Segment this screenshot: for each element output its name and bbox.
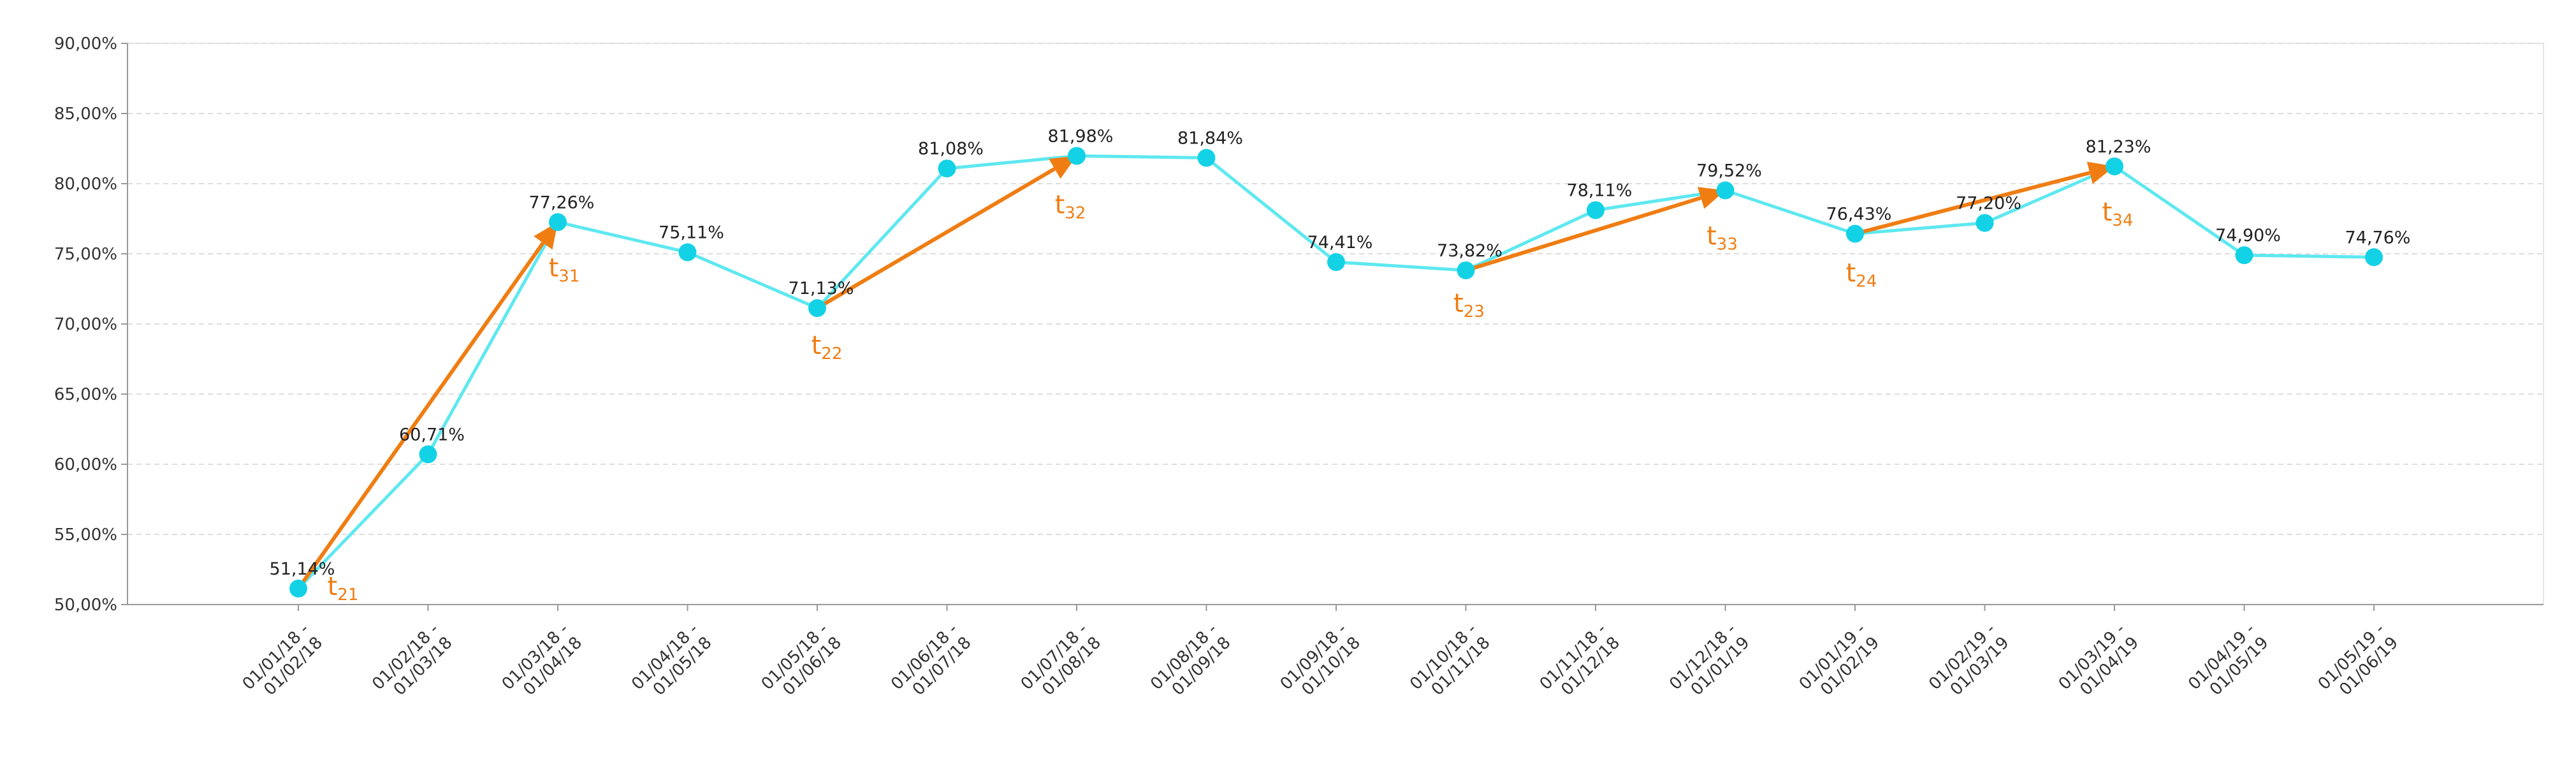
data-label: 51,14% [270, 559, 335, 579]
y-tick-label: 70,00% [54, 315, 117, 334]
trend-arrow-line [1465, 196, 1702, 272]
data-label: 77,20% [1956, 194, 2021, 214]
data-point [1457, 261, 1475, 279]
y-tick-label: 65,00% [54, 385, 117, 404]
annotation-label-sub: 24 [1856, 272, 1877, 291]
data-label: 71,13% [789, 279, 854, 298]
x-tick-label: 01/06/18 -01/07/18 [887, 620, 975, 707]
annotation-label-main: t [549, 253, 559, 283]
data-label: 78,11% [1567, 181, 1633, 201]
x-tick-label: 01/09/18 -01/10/18 [1277, 620, 1364, 707]
x-tick-label: 01/03/18 -01/04/18 [498, 620, 586, 707]
annotation-label-main: t [2102, 198, 2113, 227]
data-point [549, 213, 567, 231]
annotation-label: t34 [2102, 198, 2134, 230]
x-tick-label: 01/04/18 -01/05/18 [628, 620, 715, 707]
y-tick-label: 75,00% [54, 245, 117, 264]
x-tick-label: 01/01/18 -01/02/18 [239, 620, 326, 707]
annotation-label-sub: 23 [1464, 302, 1485, 321]
annotation-label-sub: 22 [821, 344, 842, 363]
annotation-label-main: t [1055, 190, 1065, 219]
annotation-label-sub: 31 [558, 267, 579, 286]
annotation-label-sub: 32 [1065, 203, 1086, 223]
annotation-label: t31 [549, 253, 580, 286]
annotation-label-main: t [1453, 289, 1464, 318]
data-point [1197, 149, 1216, 167]
data-label: 81,08% [918, 139, 984, 159]
series-markers [289, 147, 2383, 598]
data-label: 79,52% [1696, 161, 1762, 181]
y-tick-label: 85,00% [54, 105, 117, 124]
x-tick-label: 01/05/19 -01/06/19 [2315, 620, 2402, 707]
y-tick-label: 90,00% [54, 34, 117, 54]
x-tick-label: 01/03/19 -01/04/19 [2055, 620, 2143, 707]
x-axis-ticks: 01/01/18 -01/02/18 01/02/18 -01/03/18 01/0… [239, 605, 2402, 707]
data-point [2106, 157, 2123, 175]
trend-arrow-line [816, 167, 1056, 310]
annotation-label-sub: 21 [337, 585, 358, 605]
data-point [1716, 181, 1735, 200]
y-tick-label: 50,00% [54, 596, 117, 615]
data-point [678, 243, 697, 261]
data-label: 73,82% [1437, 241, 1503, 261]
data-label: 81,23% [2086, 137, 2151, 157]
annotation-label-main: t [328, 572, 338, 601]
x-tick-label: 01/08/18 -01/09/18 [1147, 620, 1234, 707]
data-point [1587, 201, 1605, 219]
data-point [1846, 224, 1864, 243]
data-point [2235, 246, 2253, 265]
y-tick-label: 80,00% [54, 175, 117, 194]
annotation-label-sub: 33 [1717, 235, 1738, 254]
data-point [1327, 253, 1345, 271]
data-point [1976, 214, 1994, 232]
x-tick-label: 01/05/18 -01/06/18 [758, 620, 845, 707]
x-tick-label: 01/10/18 -01/11/18 [1406, 620, 1494, 707]
x-tick-label: 01/02/18 -01/03/18 [368, 620, 456, 707]
y-tick-label: 55,00% [54, 525, 117, 545]
data-point [808, 299, 826, 318]
annotation-label-main: t [811, 331, 822, 360]
data-label: 60,71% [399, 425, 465, 444]
annotation-label-sub: 34 [2112, 211, 2133, 230]
x-tick-label: 01/07/18 -01/08/18 [1017, 620, 1105, 707]
x-tick-label: 01/12/18 -01/01/19 [1666, 620, 1753, 707]
data-label: 76,43% [1826, 205, 1892, 224]
x-tick-label: 01/02/19 -01/03/19 [1925, 620, 2012, 707]
y-tick-label: 60,00% [54, 455, 117, 474]
x-tick-label: 01/01/19 -01/02/19 [1796, 620, 1883, 707]
annotation-label: t23 [1453, 289, 1485, 321]
annotation-label: t32 [1055, 190, 1086, 223]
data-label: 74,76% [2345, 228, 2411, 247]
x-tick-label: 01/04/19 -01/05/19 [2185, 620, 2272, 707]
annotation-label-main: t [1706, 222, 1717, 251]
data-point [419, 445, 437, 464]
data-labels: 51,14% 60,71% 77,26% 75,11% 71,13% 81,08% 81,9… [270, 126, 2411, 578]
annotation-label: t33 [1706, 222, 1738, 254]
annotation-label: t24 [1846, 259, 1877, 291]
annotation-label: t22 [811, 331, 843, 363]
data-label: 74,41% [1307, 233, 1373, 253]
data-point [1068, 147, 1086, 165]
x-tick-label: 01/11/18 -01/12/18 [1536, 620, 1624, 707]
data-point [2365, 248, 2383, 267]
y-axis-ticks: 50,00% 55,00% 60,00% 65,00% 70,00% 75,00% 80,0… [54, 34, 127, 615]
data-label: 74,90% [2215, 226, 2281, 246]
trend-arrow-head [534, 222, 558, 250]
data-point [938, 159, 956, 178]
trend-arrow-line [296, 242, 545, 590]
data-label: 77,26% [529, 193, 595, 212]
trend-arrow-head [1049, 156, 1077, 179]
data-label: 81,98% [1048, 126, 1114, 146]
annotation-label-main: t [1846, 259, 1856, 288]
data-label: 75,11% [659, 223, 724, 243]
data-label: 81,84% [1177, 129, 1243, 149]
data-point [289, 579, 307, 598]
trend-arrow-line [1854, 171, 2091, 236]
annotation-label: t21 [328, 572, 359, 605]
